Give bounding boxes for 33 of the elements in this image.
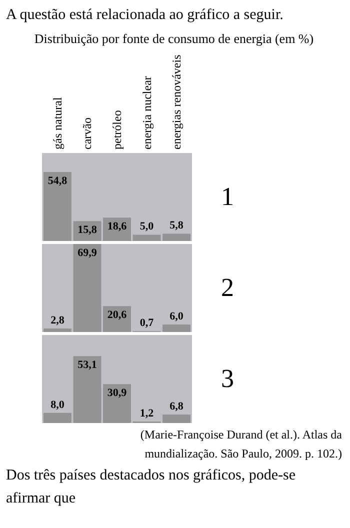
data-label: 6,8	[170, 400, 184, 412]
data-label: 8,0	[50, 398, 65, 411]
data-label: 69,9	[78, 247, 98, 259]
bar	[43, 412, 72, 423]
bar	[73, 244, 102, 332]
text: (Marie-Françoise Durand (et al.). Atlas da mundialização. São Paulo, 2009. p. 102.)	[140, 428, 343, 460]
data-label: 20,6	[107, 309, 128, 322]
bar	[43, 328, 72, 332]
bar	[73, 356, 102, 423]
x-tick-label: energias renováveis	[170, 54, 184, 150]
data-label: 6,0	[170, 310, 184, 322]
x-tick-label: gás natural	[50, 96, 64, 150]
data-label: 5,0	[140, 220, 154, 233]
data-label: 15,8	[78, 224, 98, 236]
data-label: 54,8	[48, 175, 68, 188]
chart-title: Distribuição por fonte de consumo de energia (em %)	[34, 31, 314, 46]
data-label: 0,7	[140, 317, 154, 330]
data-label: 1,2	[140, 407, 154, 420]
data-label: 53,1	[78, 359, 97, 372]
x-tick-label: energia nuclear	[140, 76, 154, 150]
x-tick-label: carvão	[80, 118, 94, 150]
bar	[43, 172, 72, 241]
data-label: 2,8	[50, 314, 65, 326]
chart-subtitle: A questão está relacionada ao gráfico a seguir.	[6, 7, 284, 23]
x-tick-label: petróleo	[110, 110, 124, 150]
data-label: 18,6	[107, 220, 128, 233]
data-label: 5,8	[170, 220, 184, 232]
text: 1	[221, 182, 234, 211]
bar	[103, 384, 131, 423]
text: 3	[221, 364, 234, 393]
text: Dos três países destacados nos gráficos, pode-se afirmar que	[6, 468, 296, 506]
text: 2	[221, 273, 234, 302]
data-label: 30,9	[107, 387, 128, 400]
